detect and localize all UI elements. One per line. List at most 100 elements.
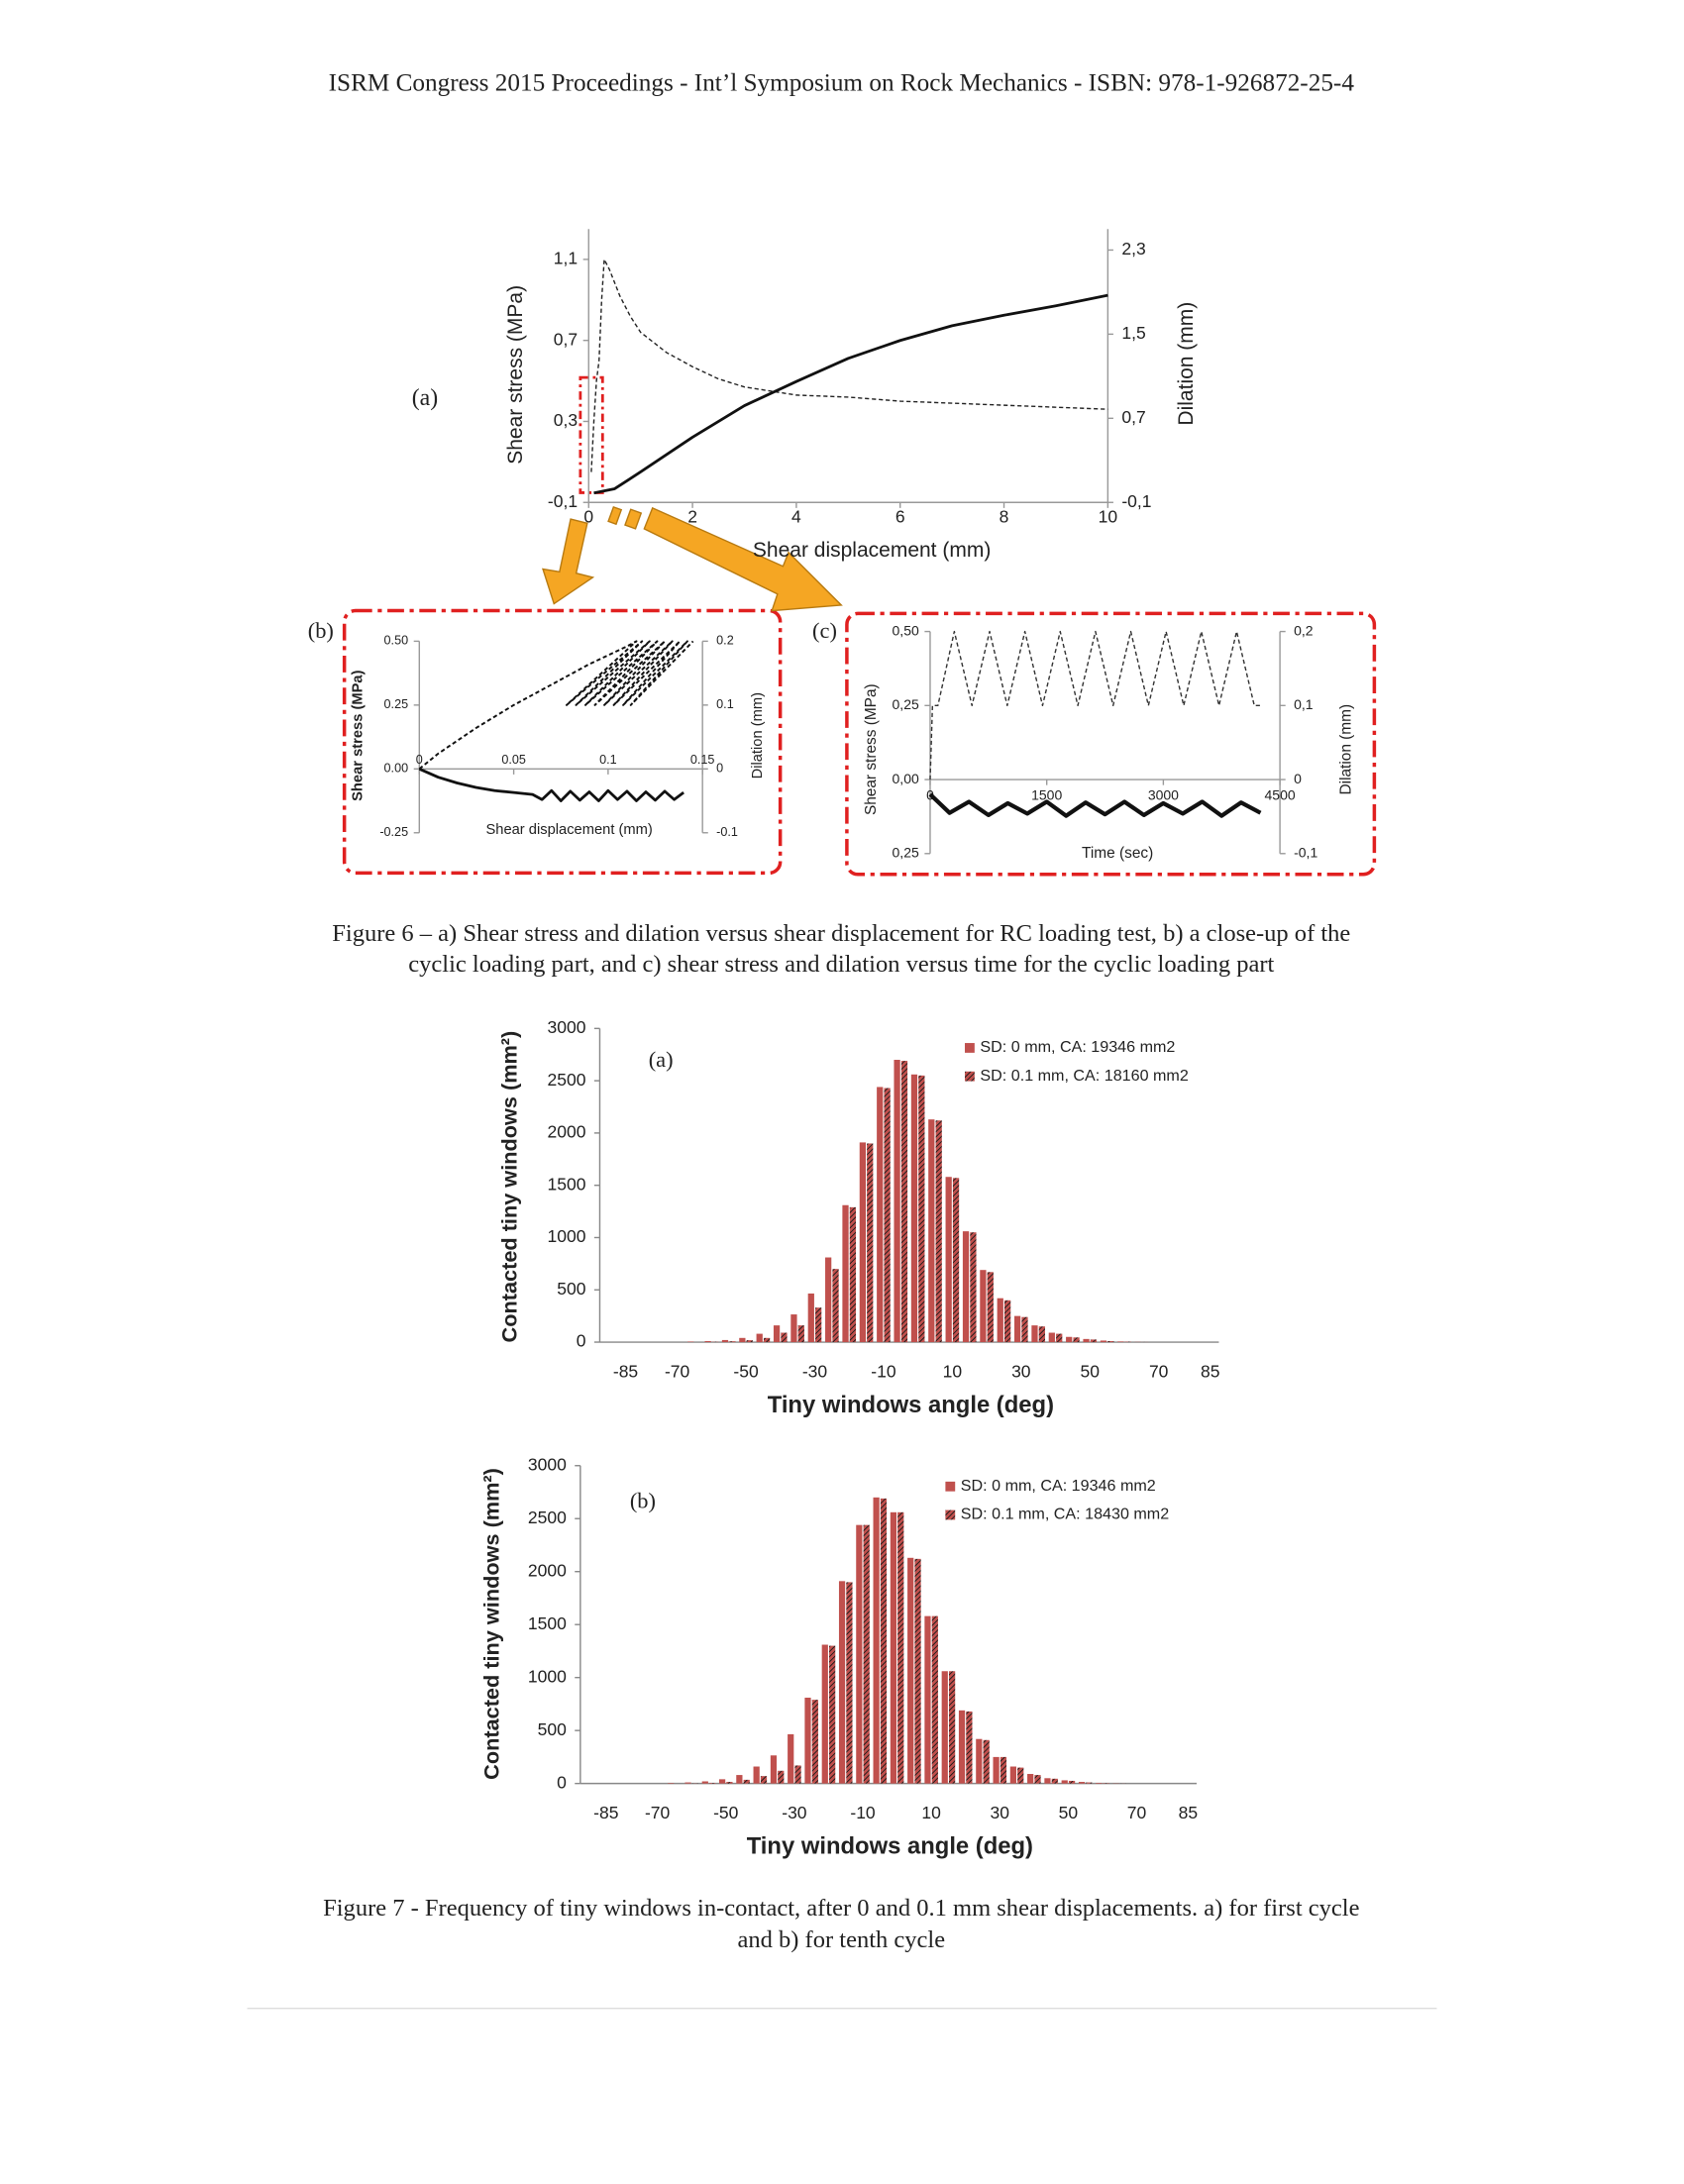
y-tick-label: 0.50 <box>384 634 409 648</box>
bar <box>1017 1768 1023 1784</box>
legend-label: SD: 0.1 mm, CA: 18160 mm2 <box>980 1067 1188 1085</box>
dashed-line <box>930 632 1261 780</box>
bar <box>812 1700 818 1784</box>
bar <box>736 1775 742 1784</box>
x-tick-label: 0.05 <box>501 753 526 767</box>
x-tick-label: 6 <box>895 506 905 526</box>
bar <box>808 1294 814 1342</box>
bar <box>959 1711 965 1784</box>
y-tick-label: 0,00 <box>893 771 919 786</box>
x-tick-label: -85 <box>613 1361 638 1381</box>
bar <box>1010 1767 1016 1784</box>
legend-swatch <box>965 1072 975 1082</box>
bar <box>867 1143 873 1342</box>
bar <box>1004 1300 1010 1342</box>
y2-tick-label: -0.1 <box>716 825 738 839</box>
y-tick-label: 3000 <box>548 1017 586 1037</box>
bar <box>815 1307 821 1342</box>
bar <box>881 1499 887 1784</box>
bar <box>1031 1325 1037 1342</box>
x-tick-label: -30 <box>782 1803 807 1822</box>
x-tick-label: 30 <box>991 1803 1010 1822</box>
panel-label: (b) <box>630 1489 656 1513</box>
bar <box>709 1783 715 1784</box>
bar <box>914 1559 920 1784</box>
y-tick-label: 500 <box>538 1719 567 1739</box>
bar <box>911 1075 917 1342</box>
x-tick-label: -50 <box>713 1803 739 1822</box>
y-axis-label: Contacted tiny windows (mm²) <box>497 1031 522 1343</box>
y-tick-label: 0,50 <box>893 622 919 638</box>
y-tick-label: 1000 <box>528 1666 567 1686</box>
x-tick-label: 85 <box>1201 1361 1219 1381</box>
x-tick-label: 3000 <box>1148 787 1179 803</box>
bar <box>970 1232 976 1342</box>
bar <box>850 1207 856 1342</box>
bar <box>754 1767 760 1784</box>
arrow-piece <box>625 509 641 529</box>
bar <box>1083 1339 1089 1342</box>
bar <box>1117 1341 1123 1342</box>
x-tick-label: 10 <box>921 1803 941 1822</box>
bar <box>891 1512 896 1784</box>
zoom-box <box>580 377 602 492</box>
bar <box>722 1340 728 1342</box>
bar <box>1049 1333 1055 1343</box>
figure-caption: cyclic loading part, and c) shear stress… <box>408 951 1274 978</box>
bar <box>705 1341 711 1342</box>
solid-line <box>419 769 684 800</box>
bar <box>860 1142 866 1342</box>
x-tick-label: 70 <box>1127 1803 1147 1822</box>
bar <box>839 1581 845 1783</box>
bar <box>894 1060 899 1342</box>
panel-label: (b) <box>308 618 334 643</box>
y2-tick-label: 0,1 <box>1294 696 1314 712</box>
y-axis-label: Shear stress (MPa) <box>351 670 367 800</box>
bar <box>1021 1317 1027 1342</box>
x-tick-label: 0 <box>583 506 593 526</box>
panel-c-frame <box>847 613 1374 874</box>
figure-caption: and b) for tenth cycle <box>737 1926 945 1953</box>
panel-label: (a) <box>649 1047 674 1072</box>
bar <box>976 1739 982 1784</box>
bar <box>726 1782 732 1784</box>
bar <box>794 1765 800 1783</box>
bar <box>998 1299 1003 1342</box>
bar <box>856 1525 862 1784</box>
x-tick-label: -10 <box>850 1803 876 1822</box>
y-tick-label: 0.00 <box>384 762 409 776</box>
y-tick-label: 1000 <box>548 1226 586 1246</box>
bar <box>918 1076 924 1342</box>
bar <box>1069 1781 1075 1784</box>
bar <box>761 1776 767 1783</box>
bar <box>778 1771 784 1784</box>
x-tick-label: 30 <box>1011 1361 1031 1381</box>
bar <box>1014 1316 1020 1342</box>
y-tick-label: 2500 <box>548 1070 586 1090</box>
bar <box>864 1525 870 1784</box>
bar <box>1096 1783 1102 1784</box>
y2-tick-label: 1,5 <box>1121 323 1145 343</box>
bar <box>747 1340 753 1342</box>
y2-tick-label: 0 <box>1294 771 1302 786</box>
y-axis-label: Shear stress (MPa) <box>504 285 527 465</box>
bar <box>1079 1782 1085 1784</box>
x-tick-label: 8 <box>1000 506 1009 526</box>
header: ISRM Congress 2015 Proceedings - Int’l S… <box>329 69 1355 96</box>
x-tick-label: -85 <box>593 1803 618 1822</box>
y2-tick-label: 0,7 <box>1121 407 1145 427</box>
x-tick-label: 4500 <box>1265 787 1296 803</box>
bar <box>822 1645 828 1784</box>
bar <box>946 1177 952 1342</box>
x-axis-label: Time (sec) <box>1082 845 1153 862</box>
bar <box>932 1616 938 1784</box>
bar <box>993 1757 999 1784</box>
y-tick-label: 0 <box>557 1772 567 1792</box>
y2-axis-label: Dilation (mm) <box>1337 704 1354 795</box>
x-tick-label: 0.1 <box>599 753 617 767</box>
x-tick-label: 10 <box>943 1361 963 1381</box>
bar <box>1086 1783 1092 1784</box>
x-tick-label: 50 <box>1081 1361 1101 1381</box>
